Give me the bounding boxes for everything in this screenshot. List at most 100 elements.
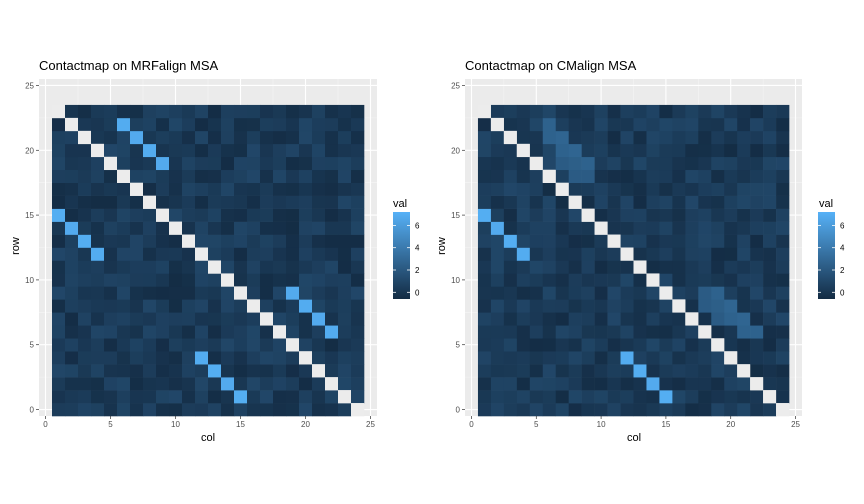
panel1-heatmap-cell — [234, 260, 248, 274]
panel2-heatmap-cell — [607, 143, 621, 158]
panel1-heatmap-cell — [299, 130, 313, 145]
panel1-heatmap-cell — [351, 299, 365, 313]
panel2-heatmap-cell — [620, 377, 634, 391]
panel2-heatmap-cell — [581, 195, 595, 209]
panel1-heatmap-cell — [117, 403, 131, 417]
panel2-heatmap-cell — [555, 325, 569, 339]
panel2-heatmap-cell — [685, 208, 699, 222]
panel1-heatmap-cell — [208, 351, 222, 365]
panel2-heatmap-cell — [555, 169, 569, 183]
panel1-heatmap-cell — [91, 351, 105, 365]
panel2-heatmap-cell — [685, 325, 699, 339]
panel1-heatmap-cell — [273, 169, 287, 183]
panel2-heatmap-cell — [542, 286, 557, 300]
panel2-heatmap-cell — [529, 390, 544, 404]
panel2-heatmap-cell — [581, 247, 595, 261]
panel1-heatmap-cell — [312, 234, 326, 248]
panel2-heatmap-cell — [646, 377, 660, 391]
panel1-na-cell — [351, 403, 364, 416]
panel2-heatmap-cell — [659, 221, 673, 235]
panel1-heatmap-cell — [299, 234, 313, 248]
panel2-heatmap-cell — [776, 351, 790, 365]
panel2-heatmap-cell — [776, 156, 790, 171]
panel1-heatmap-cell — [91, 325, 105, 339]
panel2-na-cell — [490, 117, 504, 131]
panel2-heatmap-cell — [607, 195, 621, 209]
panel2-heatmap-cell — [750, 403, 764, 417]
panel2-heatmap-cell — [542, 221, 557, 235]
panel1-heatmap-cell — [299, 182, 313, 196]
panel2-heatmap-cell — [737, 208, 751, 222]
panel1-heatmap-cell — [104, 260, 118, 274]
panel2-heatmap-cell — [542, 143, 557, 158]
panel1-heatmap-cell — [78, 390, 92, 404]
panel2-heatmap-cell — [724, 247, 738, 261]
panel1-heatmap-cell — [338, 104, 352, 119]
panel1-heatmap-cell — [156, 390, 170, 404]
panel1-heatmap-cell — [208, 234, 222, 248]
panel1-heatmap-cell — [338, 247, 352, 261]
panel2-heatmap-cell — [594, 130, 608, 145]
panel2-x-tick-label: 25 — [791, 420, 800, 429]
panel1-heatmap-cell — [286, 351, 300, 365]
panel2-heatmap-cell — [685, 364, 699, 378]
panel1-heatmap-cell — [195, 338, 209, 352]
panel1-heatmap-cell — [52, 234, 66, 248]
panel2-heatmap-cell — [594, 143, 608, 158]
panel2-heatmap-cell — [529, 403, 544, 417]
panel1-heatmap-cell — [143, 351, 157, 365]
panel2-heatmap-cell — [685, 390, 699, 404]
panel1-heatmap-cell — [78, 286, 92, 300]
panel1-heatmap-cell — [91, 377, 105, 391]
panel1-heatmap-cell — [247, 273, 261, 287]
panel1-heatmap-cell — [130, 299, 144, 313]
panel2-heatmap-cell — [698, 351, 712, 365]
panel1-heatmap-cell — [299, 390, 313, 404]
panel2-heatmap-cell — [529, 312, 544, 326]
panel2-heatmap-cell — [490, 351, 505, 365]
panel1-heatmap-cell — [65, 364, 79, 378]
panel2-heatmap-cell — [607, 208, 621, 222]
panel1-heatmap-cell — [104, 286, 118, 300]
panel1-heatmap-cell — [52, 208, 66, 222]
panel2-heatmap-cell — [503, 325, 518, 339]
panel2-heatmap-cell — [503, 221, 518, 235]
panel1-heatmap-cell — [169, 117, 183, 132]
panel2-heatmap-cell — [555, 247, 569, 261]
panel2-heatmap-cell — [620, 182, 634, 196]
panel1-heatmap-cell — [325, 325, 339, 339]
panel1-heatmap-cell — [182, 247, 196, 261]
panel2-heatmap-cell — [503, 156, 518, 171]
panel2-heatmap-cell — [750, 221, 764, 235]
panel2-heatmap-cell — [568, 338, 582, 352]
panel2-heatmap-cell — [633, 325, 647, 339]
panel2-heatmap-cell — [698, 208, 712, 222]
panel1-heatmap-cell — [52, 312, 66, 326]
panel1-heatmap-cell — [182, 338, 196, 352]
panel2-heatmap-cell — [659, 273, 673, 287]
panel1-na-cell — [156, 208, 169, 222]
panel1-heatmap-cell — [65, 130, 79, 145]
panel1-heatmap-cell — [143, 377, 157, 391]
panel2-heatmap-cell — [750, 130, 764, 145]
panel2-heatmap-cell — [529, 325, 544, 339]
panel1-heatmap-cell — [208, 143, 222, 158]
panel2-heatmap-cell — [698, 117, 712, 132]
panel2-heatmap-cell — [490, 182, 505, 196]
panel2-heatmap-cell — [776, 169, 790, 183]
panel1-heatmap-cell — [208, 338, 222, 352]
panel2-heatmap-cell — [763, 325, 777, 339]
panel2-heatmap-cell — [737, 286, 751, 300]
panel2-heatmap-cell — [737, 403, 751, 417]
panel2-heatmap-cell — [503, 377, 518, 391]
panel1-heatmap-cell — [260, 403, 274, 417]
panel2-heatmap-cell — [698, 143, 712, 158]
panel2-heatmap-cell — [711, 117, 725, 132]
panel2-heatmap-cell — [529, 182, 544, 196]
panel2-heatmap-cell — [477, 260, 492, 274]
panel2-heatmap-cell — [594, 182, 608, 196]
panel1-heatmap-cell — [221, 195, 235, 209]
panel1-heatmap-cell — [325, 247, 339, 261]
panel2-heatmap-cell — [607, 130, 621, 145]
panel2-heatmap-cell — [737, 247, 751, 261]
